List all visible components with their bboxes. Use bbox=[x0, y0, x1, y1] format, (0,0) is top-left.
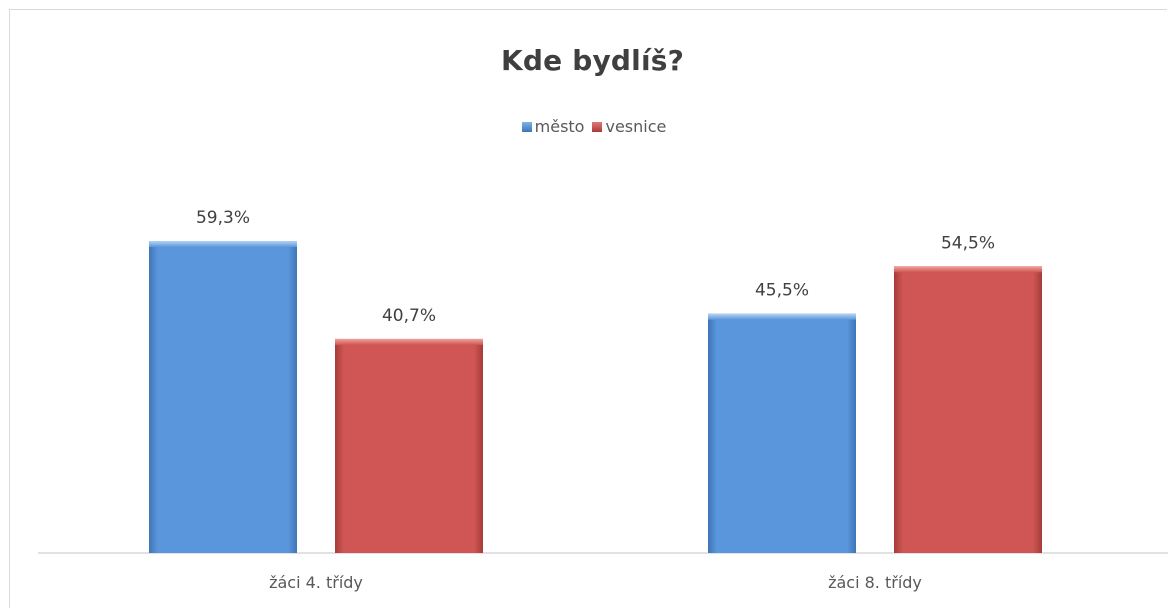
bar-top-mesto-8 bbox=[708, 313, 856, 320]
bar-top-vesnice-8 bbox=[894, 266, 1042, 273]
legend-label-mesto: město bbox=[534, 117, 585, 136]
bar-mesto-4 bbox=[149, 241, 297, 553]
legend-item-mesto: město bbox=[521, 117, 585, 136]
bar-top-vesnice-4 bbox=[335, 338, 483, 345]
chart-title: Kde bydlíš? bbox=[500, 44, 685, 77]
data-label-vesnice-4: 40,7% bbox=[382, 306, 436, 326]
bar-top-mesto-4 bbox=[149, 241, 297, 248]
bar-vesnice-8 bbox=[894, 266, 1042, 553]
legend-swatch-vesnice bbox=[592, 121, 603, 132]
legend: město vesnice bbox=[0, 117, 1168, 136]
data-label-mesto-4: 59,3% bbox=[196, 208, 250, 228]
legend-item-vesnice: vesnice bbox=[592, 117, 666, 136]
chart-area bbox=[9, 9, 1167, 608]
category-label-8: žáci 8. třídy bbox=[828, 573, 922, 592]
bar-mesto-8 bbox=[708, 313, 856, 553]
data-label-mesto-8: 45,5% bbox=[755, 281, 809, 301]
category-label-4: žáci 4. třídy bbox=[269, 573, 363, 592]
legend-swatch-mesto bbox=[521, 121, 532, 132]
bar-vesnice-4 bbox=[335, 338, 483, 553]
legend-label-vesnice: vesnice bbox=[605, 117, 667, 136]
data-label-vesnice-8: 54,5% bbox=[941, 233, 995, 253]
